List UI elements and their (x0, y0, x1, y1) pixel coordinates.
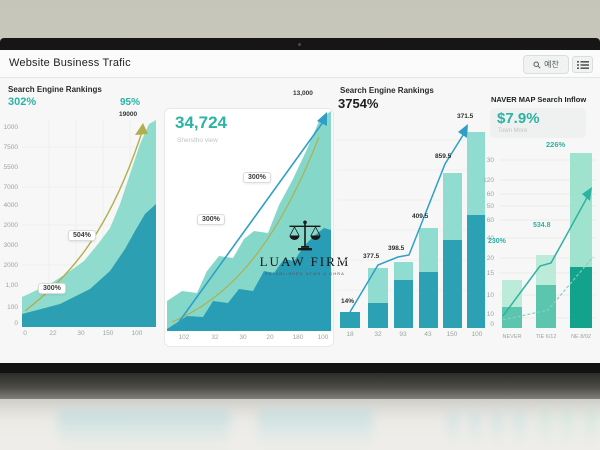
p4-headline: $7.9% (497, 110, 540, 127)
p3-trend-arrow (349, 131, 466, 313)
p3-bar-label: 14% (341, 298, 355, 305)
p1-ytick: 3000 (3, 242, 18, 249)
menu-button[interactable] (572, 56, 593, 73)
p2-xtick: 20 (266, 334, 274, 341)
p2-headline: 34,724 (175, 113, 227, 132)
p1-callout-high: 504% (68, 230, 96, 241)
p4-ytick: 10 (486, 292, 494, 299)
page-title: Website Business Trafic (9, 57, 131, 69)
p2-trend-arrow (175, 117, 327, 327)
p1-trend-arrow (24, 131, 143, 312)
search-button-label: 예찬 (544, 60, 559, 69)
magnifier-icon (533, 60, 541, 69)
p2-card: 34,724 Sherstho view 102 32 30 20 180 10… (164, 108, 334, 347)
p1-area-chart (22, 120, 156, 327)
logo-name: LUAW FIRM (259, 254, 351, 269)
p2-callout-b: 300% (197, 214, 225, 225)
p2-peak-label: 13,000 (293, 90, 313, 97)
p3-bar-label: 859.5 (435, 153, 452, 160)
p1-ytick: 7000 (3, 184, 18, 191)
p1-ytick: 2000 (3, 222, 18, 229)
p2-olive-line (171, 136, 320, 323)
p1-ytick: 4000 (3, 202, 18, 209)
p1-xtick: 0 (23, 330, 27, 337)
p1-ytick: 7500 (3, 144, 18, 151)
p4-xtick: TIE 6/12 (535, 334, 557, 340)
p4-bar2-label: 534.8 (533, 222, 551, 229)
p2-subtitle: Sherstho view (177, 137, 218, 144)
p4-xtick: NE 8/02 (571, 334, 591, 340)
p4-trend-arrow (502, 193, 590, 317)
p4-bar-chart (500, 153, 596, 328)
p2-xtick: 32 (211, 334, 219, 341)
p4-ytick: 20 (486, 255, 494, 262)
law-firm-logo: LUAW FIRM ESTABLISHED NTWS & GHRA (249, 220, 361, 276)
p2-xtick: 30 (239, 334, 247, 341)
p4-metric-card: $7.9% Town More (490, 108, 586, 138)
desk-haze (0, 399, 600, 450)
dashboard-screen: Website Business Trafic 예찬 Search Engine… (0, 50, 600, 363)
p4-ytick: 60 (486, 191, 494, 198)
p1-xtick: 22 (49, 330, 57, 337)
p4-ytick: 50 (486, 203, 494, 210)
p4-ytick: 60 (486, 217, 494, 224)
desk-surface (0, 399, 600, 450)
p3-xtick: 43 (424, 331, 432, 338)
p3-bar-label: 398.5 (388, 245, 405, 252)
app-header: Website Business Trafic 예찬 (0, 50, 600, 78)
p3-title: Search Engine Rankings (340, 86, 434, 95)
p4-bar1-label: 230% (488, 238, 506, 245)
p3-xtick: 150 (446, 331, 458, 338)
p2-area-chart (167, 111, 331, 331)
scales-of-justice-icon (289, 220, 321, 251)
p1-ytick: 5500 (3, 164, 18, 171)
p1-metric-right: 95% (120, 97, 141, 108)
p3-xtick: 32 (374, 331, 382, 338)
p1-title: Search Engine Rankings (8, 85, 102, 94)
p4-dotted-line (502, 256, 594, 321)
p4-ytick: 30 (486, 157, 494, 164)
p1-ytick: 1,00 (5, 282, 18, 289)
p4-subtitle: Town More (498, 128, 528, 134)
p2-callout-a: 300% (243, 172, 271, 183)
p3-xtick: 100 (471, 331, 483, 338)
search-button[interactable]: 예찬 (523, 55, 569, 74)
p1-xtick: 100 (131, 330, 143, 337)
p3-xtick: 18 (346, 331, 354, 338)
p2-xtick: 102 (178, 334, 190, 341)
list-icon (576, 60, 589, 69)
p4-ytick: 15 (486, 270, 494, 277)
p3-headline: 3754% (338, 96, 379, 111)
p4-ytick: 120 (483, 177, 494, 184)
logo-tagline: ESTABLISHED NTWS & GHRA (265, 271, 345, 276)
p3-bar-label: 409.5 (412, 213, 429, 220)
p4-ytick: 10 (486, 311, 494, 318)
p1-xtick: 30 (77, 330, 85, 337)
p1-metric-left: 302% (8, 96, 37, 108)
p3-bar-chart (337, 124, 485, 328)
p4-title: NAVER MAP Search Inflow (491, 95, 587, 104)
p1-ytick: 0 (14, 320, 18, 327)
p4-top-label: 226% (546, 140, 566, 149)
monitor-bezel-bottom (0, 363, 600, 373)
p1-ytick: 1000 (3, 124, 18, 131)
p1-callout-low: 300% (38, 283, 66, 294)
p2-xtick: 180 (292, 334, 304, 341)
webcam-dot (298, 43, 301, 46)
p3-bar-label: 377.5 (363, 253, 380, 260)
monitor-chin (0, 373, 600, 399)
p1-ytick: 2000 (3, 262, 18, 269)
p3-xtick: 93 (399, 331, 407, 338)
p4-ytick: 40 (486, 235, 494, 242)
p4-xtick: NEVER (502, 334, 522, 340)
p2-xtick: 100 (317, 334, 329, 341)
p4-ytick: 0 (490, 321, 494, 328)
p3-bar-label: 371.5 (457, 113, 474, 120)
p1-xtick: 150 (102, 330, 114, 337)
p1-peak-label: 19000 (119, 111, 138, 118)
p1-ytick: 100 (7, 304, 18, 311)
